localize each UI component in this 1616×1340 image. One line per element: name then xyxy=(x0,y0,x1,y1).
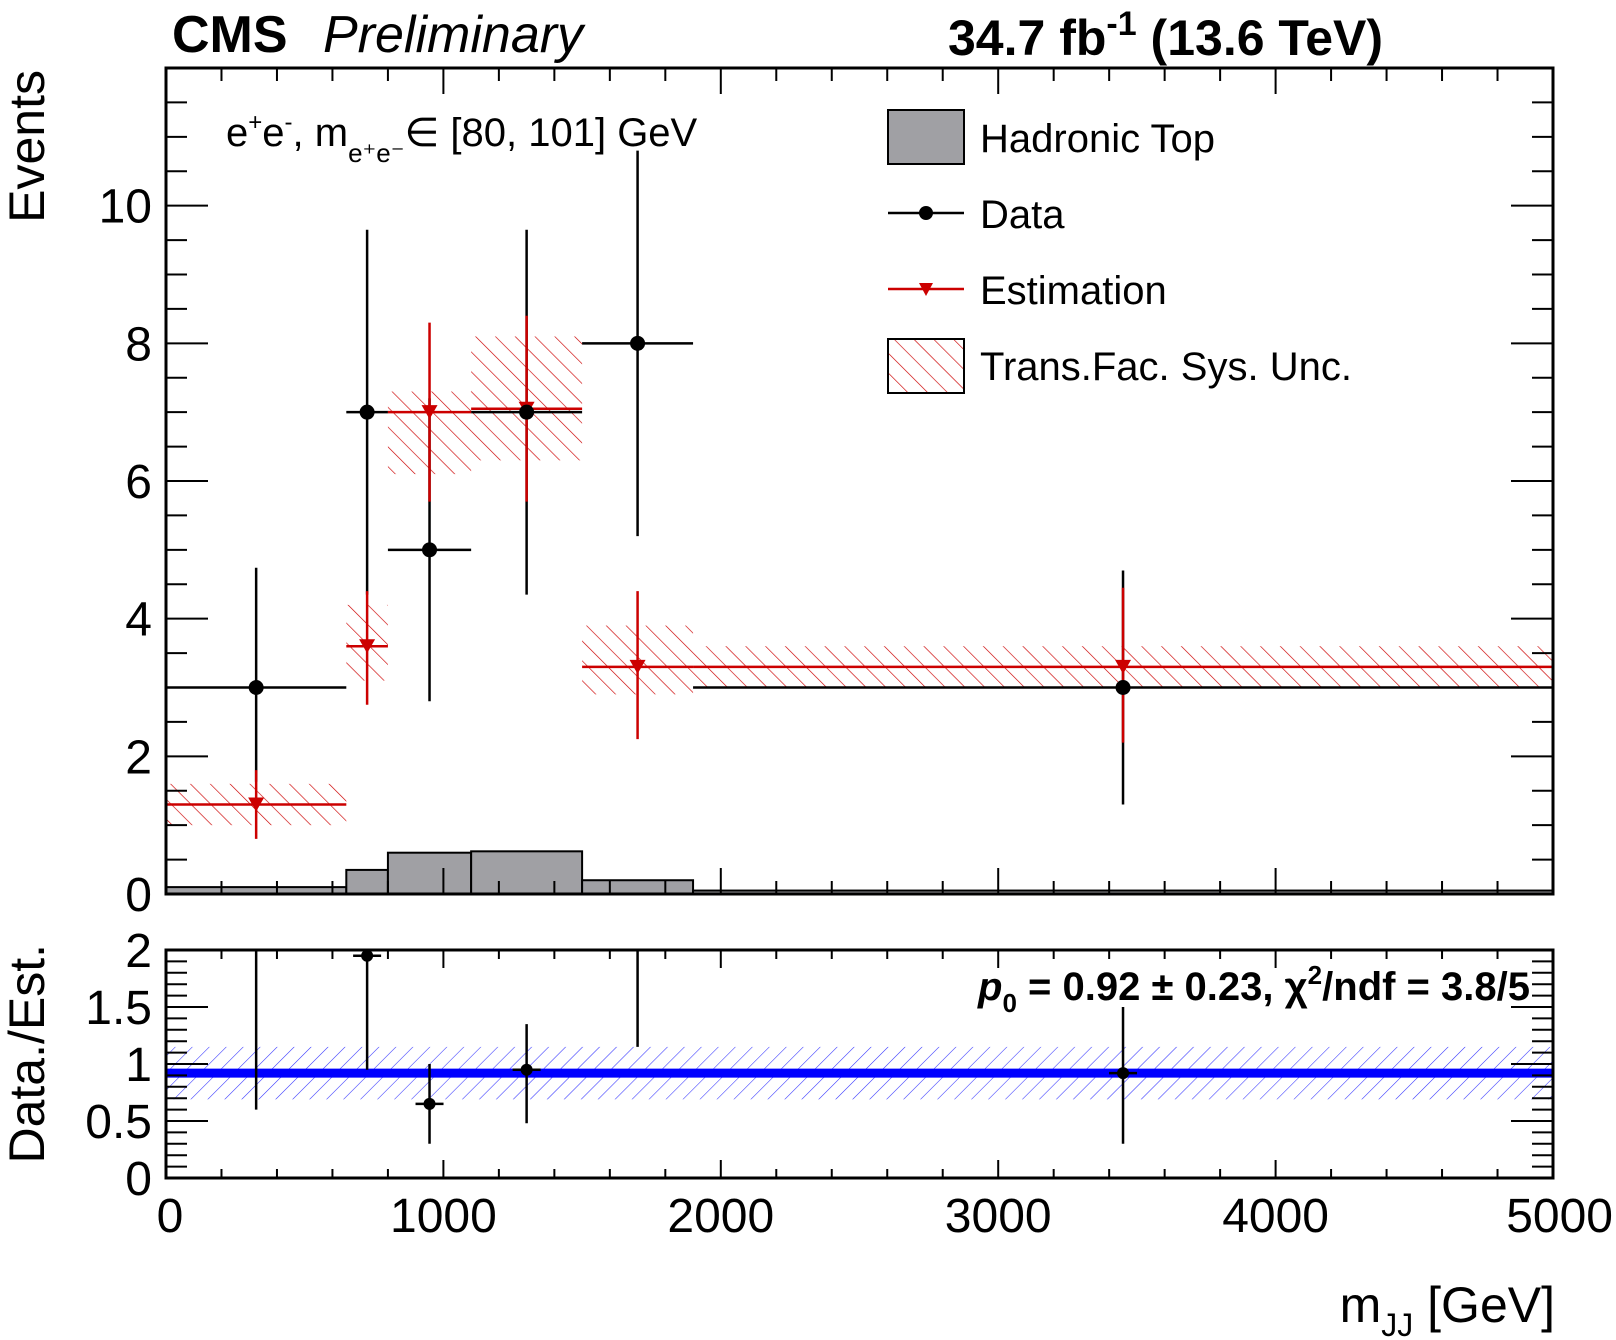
estimation-marker xyxy=(1115,659,1132,674)
ratio-y-tick-label: 1 xyxy=(125,1039,152,1092)
legend-estimation-label: Estimation xyxy=(980,269,1167,313)
legend-estimation-marker xyxy=(919,283,933,296)
ratio-marker xyxy=(520,1063,533,1076)
legend: Hadronic Top Data Estimation Trans.Fac. … xyxy=(887,109,1352,394)
estimation-marker xyxy=(359,639,376,654)
legend-data-marker xyxy=(919,206,933,220)
x-tick-label: 3000 xyxy=(945,1190,1052,1243)
hadronic-top-bin xyxy=(692,889,1553,894)
legend-syst-swatch xyxy=(887,338,965,394)
estimation-marker xyxy=(248,797,265,812)
selection-label: e+e-, me⁺e⁻∈ [80, 101] GeV xyxy=(226,109,698,168)
selection-range: ∈ [80, 101] GeV xyxy=(404,111,697,155)
selection-sub: e⁺e⁻ xyxy=(348,138,404,168)
hadronic-top-bin xyxy=(386,851,473,894)
estimation-marker xyxy=(629,659,646,674)
main-y-tick-label: 6 xyxy=(125,456,152,509)
main-y-tick-label: 2 xyxy=(125,731,152,784)
legend-data-label: Data xyxy=(980,193,1065,237)
x-tick-label: 0 xyxy=(157,1190,184,1243)
data-marker xyxy=(359,404,375,420)
fit-result-label: p0 = 0.92 ± 0.23, χ2/ndf = 3.8/5 xyxy=(977,960,1530,1018)
ratio-y-axis-title: Data./Est. xyxy=(0,944,55,1164)
selection-e1: e xyxy=(226,111,248,155)
fit-chi-sup: 2 xyxy=(1308,960,1322,990)
hadronic-top-bin xyxy=(581,879,695,894)
ratio-y-tick-label: 2 xyxy=(125,925,152,978)
status-label: Preliminary xyxy=(323,6,586,64)
data-marker xyxy=(248,680,264,695)
data-marker xyxy=(1115,680,1131,695)
ratio-marker xyxy=(361,950,374,962)
ratio-y-tick-label: 1.5 xyxy=(85,982,152,1035)
main-frame xyxy=(164,66,1555,896)
main-y-tick-label: 0 xyxy=(125,869,152,922)
ratio-y-tick-label: 0.5 xyxy=(85,1096,152,1149)
legend-hadronic-top-label: Hadronic Top xyxy=(980,117,1215,161)
x-axis-title: mJJ [GeV] xyxy=(1340,1277,1555,1340)
selection-sup2: - xyxy=(285,109,293,136)
ratio-marker xyxy=(1117,1067,1130,1080)
main-y-tick-label: 10 xyxy=(99,181,152,234)
ratio-plot-content xyxy=(166,950,1553,1144)
lumi-gap xyxy=(1137,10,1151,66)
x-tick-label: 2000 xyxy=(667,1190,774,1243)
fit-chi: χ xyxy=(1285,965,1308,1009)
lumi-label: 34.7 fb-1 (13.6 TeV) xyxy=(948,5,1383,66)
estimation-marker xyxy=(421,405,438,420)
fit-ndf: /ndf = 3.8/5 xyxy=(1322,965,1530,1009)
data-marker xyxy=(630,335,646,351)
x-axis-title-m: m xyxy=(1340,1277,1382,1333)
x-axis-title-sub: JJ xyxy=(1381,1307,1413,1340)
legend-syst-label: Trans.Fac. Sys. Unc. xyxy=(980,345,1352,389)
x-tick-label: 1000 xyxy=(390,1190,497,1243)
x-axis-title-gap xyxy=(1413,1277,1427,1333)
fit-gap2 xyxy=(1274,965,1285,1009)
legend-hadronic-top-swatch xyxy=(887,109,965,165)
lumi-exponent: -1 xyxy=(1106,5,1136,43)
hadronic-top-bin xyxy=(345,868,389,894)
main-axes: 0 2 4 6 8 10 xyxy=(99,67,1554,922)
x-axis-title-unit: [GeV] xyxy=(1427,1277,1555,1333)
main-y-tick-label: 8 xyxy=(125,318,152,371)
main-plot-content xyxy=(166,150,1553,894)
main-y-axis-title: Events xyxy=(0,70,55,223)
main-y-tick-label: 4 xyxy=(125,594,152,647)
fit-p: p xyxy=(977,965,1002,1009)
hadronic-top-bin xyxy=(470,850,584,894)
ratio-axes: 00.511.520 1000 2000 3000 4000 5000 xyxy=(85,925,1613,1243)
ratio-y-tick-label: 0 xyxy=(125,1153,152,1206)
selection-e2: e xyxy=(262,111,284,155)
fit-value: = 0.92 ± 0.23, xyxy=(1028,965,1273,1009)
x-tick-label: 5000 xyxy=(1506,1190,1613,1243)
selection-sup1: + xyxy=(248,109,262,136)
data-marker xyxy=(519,404,535,420)
experiment-label: CMS xyxy=(172,6,288,64)
fit-gap1 xyxy=(1017,965,1028,1009)
selection-m: , m xyxy=(293,111,349,155)
energy-value: (13.6 TeV) xyxy=(1151,10,1384,66)
fit-p-sub: 0 xyxy=(1002,988,1016,1018)
data-marker xyxy=(422,542,438,558)
x-tick-label: 4000 xyxy=(1222,1190,1329,1243)
lumi-value: 34.7 fb xyxy=(948,10,1106,66)
ratio-marker xyxy=(423,1097,436,1110)
